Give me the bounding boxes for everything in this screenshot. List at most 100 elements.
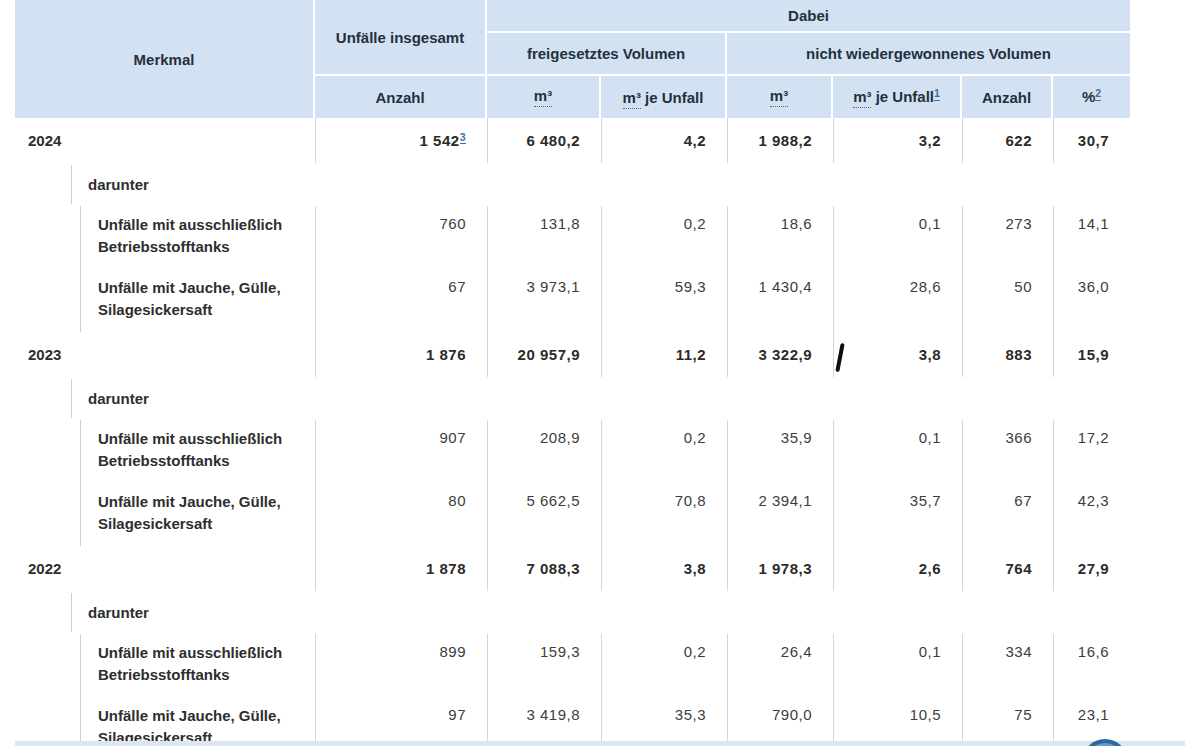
year-row-2023: 2023 1 876 20 957,9 11,2 3 322,9 3,8 883… [15,332,1130,377]
cell: 15,9 [1053,332,1130,377]
statistics-table-page: Merkmal Unfälle insgesamt Dabei freigese… [0,0,1200,746]
cell: 899 [315,634,487,697]
item-row-jauche-guelle: Unfälle mit Jauche, Gülle,Silagesickersa… [15,483,1130,546]
unit-header-m3-per-accident-lost: m³ je Unfall1 [833,76,962,118]
cell: 50 [962,269,1053,332]
col-header-freigesetztes-volumen: freigesetztes Volumen [487,33,727,76]
cell: 907 [315,420,487,483]
cell: 159,3 [487,634,601,697]
cell: 790,0 [727,697,833,746]
cell: 35,9 [727,420,833,483]
cell: 27,9 [1053,546,1130,591]
cell: 0,2 [601,420,727,483]
item-row-betriebsstofftanks: Unfälle mit ausschließlichBetriebsstofft… [15,420,1130,483]
col-header-nicht-wiedergewonnenes-volumen: nicht wiedergewonnenes Volumen [727,33,1130,76]
item-label: Unfälle mit ausschließlichBetriebsstofft… [15,206,315,269]
footnote-link-3[interactable]: 3 [460,132,466,145]
cell: 1 876 [315,332,487,377]
cell: 30,7 [1053,118,1130,163]
cell: 17,2 [1053,420,1130,483]
footnote-link-1[interactable]: 1 [934,88,940,101]
cell: 760 [315,206,487,269]
cell: 883 [962,332,1053,377]
m3-abbr-tooltip[interactable]: m³ [623,89,641,109]
cell: 67 [315,269,487,332]
item-row-jauche-guelle: Unfälle mit Jauche, Gülle,Silagesickersa… [15,269,1130,332]
cell: 75 [962,697,1053,746]
cell: 0,2 [601,634,727,697]
item-group: Unfälle mit ausschließlichBetriebsstofft… [15,206,1130,332]
cell: 1 430,4 [727,269,833,332]
year-row-2022: 2022 1 878 7 088,3 3,8 1 978,3 2,6 764 2… [15,546,1130,591]
cell: 3 322,9 [727,332,833,377]
item-row-jauche-guelle: Unfälle mit Jauche, Gülle,Silagesickersa… [15,697,1130,746]
item-group: Unfälle mit ausschließlichBetriebsstofft… [15,420,1130,546]
cell: 6 480,2 [487,118,601,163]
item-label: Unfälle mit Jauche, Gülle,Silagesickersa… [15,697,315,746]
cell: 273 [962,206,1053,269]
cell: 1 5423 [315,118,487,163]
m3-abbr-tooltip[interactable]: m³ [534,87,552,107]
item-label: Unfälle mit ausschließlichBetriebsstofft… [15,420,315,483]
group-label: darunter [15,163,1130,206]
cell: 2,6 [833,546,962,591]
cell: 4,2 [601,118,727,163]
cell: 97 [315,697,487,746]
cell: 59,3 [601,269,727,332]
table-header: Merkmal Unfälle insgesamt Dabei freigese… [15,0,1130,118]
cell: 3,8 [601,546,727,591]
cell: 1 878 [315,546,487,591]
cell: 3 973,1 [487,269,601,332]
cell: 28,6 [833,269,962,332]
group-row-darunter: darunter [15,591,1130,634]
m3-abbr-tooltip[interactable]: m³ [853,88,871,108]
col-header-unfaelle-insgesamt: Unfälle insgesamt [315,0,487,76]
cell: 7 088,3 [487,546,601,591]
cell: 20 957,9 [487,332,601,377]
unit-header-m3-lost: m³ [727,76,833,118]
item-row-betriebsstofftanks: Unfälle mit ausschließlichBetriebsstofft… [15,634,1130,697]
cell: 131,8 [487,206,601,269]
year-label: 2022 [15,546,315,591]
cell: 0,1 [833,634,962,697]
footnote-link-2[interactable]: 2 [1095,88,1101,101]
cell: 36,0 [1053,269,1130,332]
item-label: Unfälle mit Jauche, Gülle,Silagesickersa… [15,269,315,332]
group-label: darunter [15,377,1130,420]
cell: 70,8 [601,483,727,546]
cell: 3,2 [833,118,962,163]
unit-header-anzahl-lost: Anzahl [962,76,1053,118]
col-header-dabei: Dabei [487,0,1130,33]
m3-abbr-tooltip[interactable]: m³ [770,87,788,107]
unit-header-percent: %2 [1053,76,1130,118]
accidents-table: Merkmal Unfälle insgesamt Dabei freigese… [15,0,1130,746]
unit-header-text: je Unfall [641,89,704,106]
item-row-betriebsstofftanks: Unfälle mit ausschließlichBetriebsstofft… [15,206,1130,269]
item-label: Unfälle mit Jauche, Gülle,Silagesickersa… [15,483,315,546]
cell: 0,2 [601,206,727,269]
cell: 26,4 [727,634,833,697]
cell: 1 988,2 [727,118,833,163]
group-label: darunter [15,591,1130,634]
unit-header-m3-released: m³ [487,76,601,118]
percent-sign: % [1082,88,1095,105]
group-row-darunter: darunter [15,163,1130,206]
year-label: 2023 [15,332,315,377]
cell: 42,3 [1053,483,1130,546]
cell: 67 [962,483,1053,546]
year-row-2024: 2024 1 5423 6 480,2 4,2 1 988,2 3,2 622 … [15,118,1130,163]
cell: 3,8 [833,332,962,377]
unit-header-text: je Unfall [871,88,934,105]
col-header-merkmal: Merkmal [15,0,315,118]
cell: 14,1 [1053,206,1130,269]
cell: 5 662,5 [487,483,601,546]
cell: 208,9 [487,420,601,483]
cell: 35,7 [833,483,962,546]
cell: 3 419,8 [487,697,601,746]
cell: 23,1 [1053,697,1130,746]
cell: 764 [962,546,1053,591]
cell: 10,5 [833,697,962,746]
item-group: Unfälle mit ausschließlichBetriebsstofft… [15,634,1130,746]
cell: 18,6 [727,206,833,269]
year-label: 2024 [15,118,315,163]
